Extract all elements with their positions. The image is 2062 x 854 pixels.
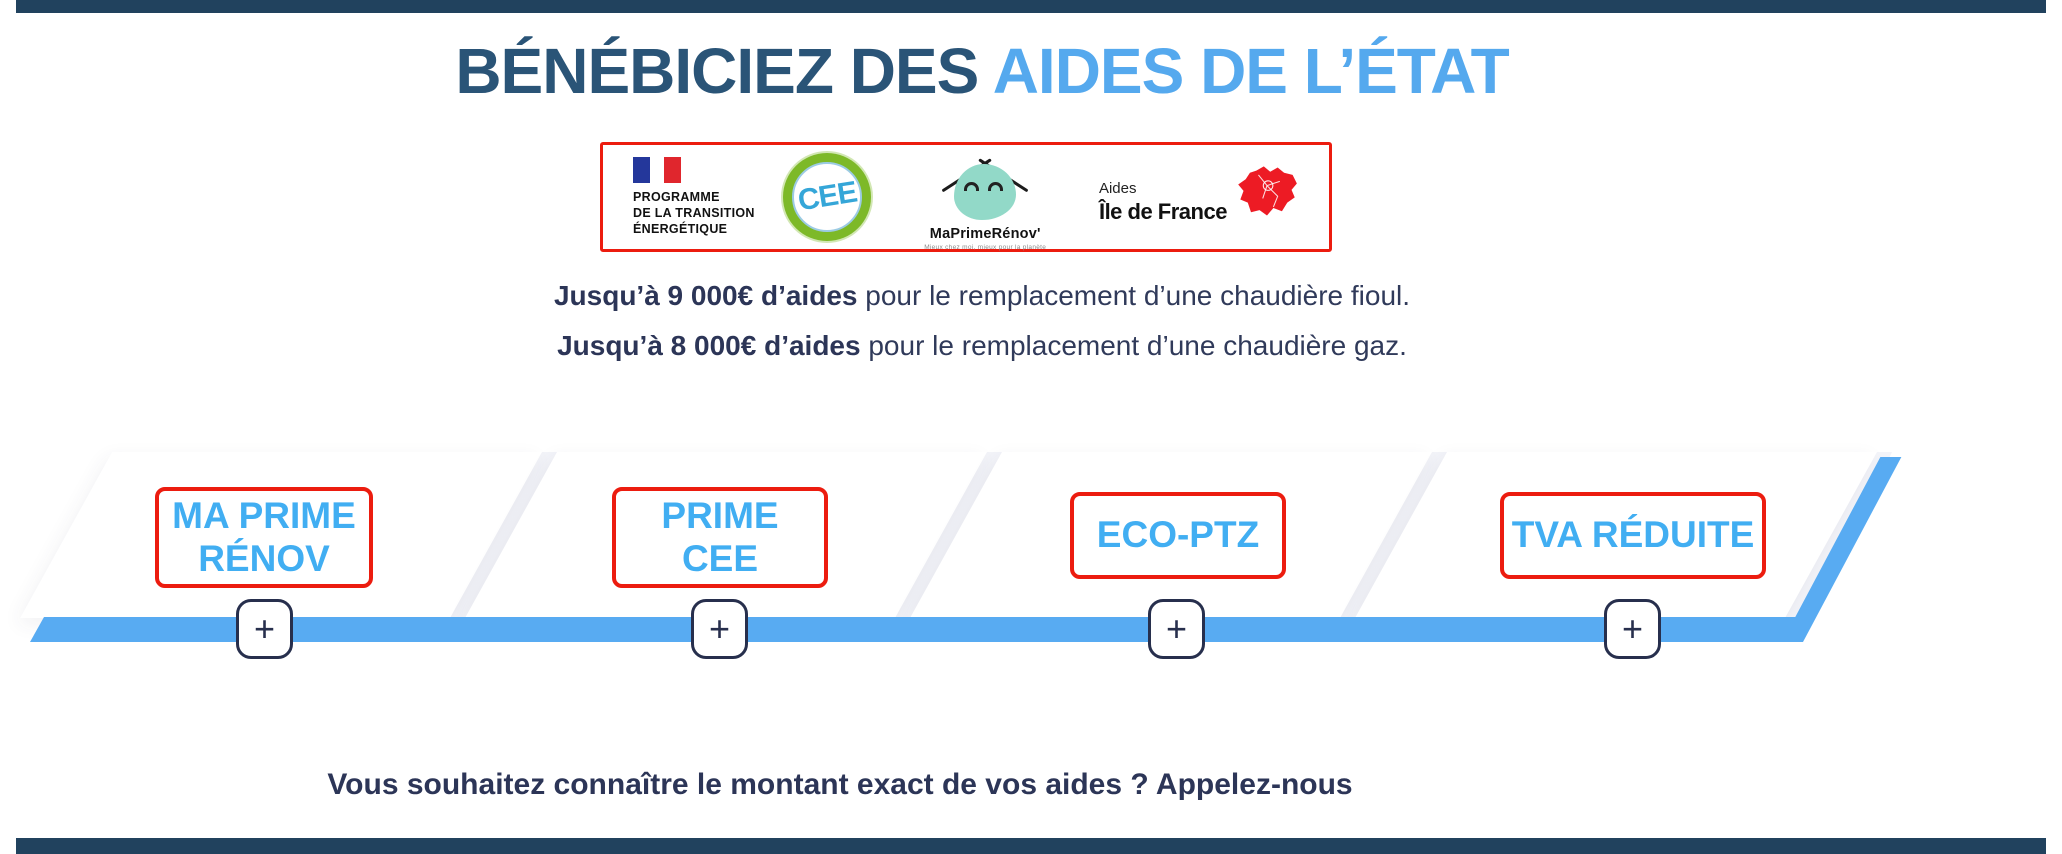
idf-aides-label: Aides bbox=[1098, 180, 1137, 197]
plus-icon: + bbox=[253, 608, 276, 649]
expand-button-ma-prime-renov[interactable]: + bbox=[236, 599, 293, 659]
mpr-tagline: Mieux chez moi, mieux pour la planète bbox=[924, 243, 1047, 251]
partner-logos-strip: PROGRAMME DE LA TRANSITION ÉNERGÉTIQUE C… bbox=[600, 142, 1332, 252]
idf-region-label: Île de France bbox=[1098, 199, 1228, 224]
top-divider-bar bbox=[16, 0, 2046, 13]
page-title-dark-part: BÉNÉBICIEZ DES bbox=[455, 35, 993, 107]
aid-card-ma-prime-renov[interactable]: MA PRIME RÉNOV bbox=[155, 487, 373, 588]
idf-map-icon bbox=[1238, 166, 1297, 216]
intro-line-gaz-amount: Jusqu’à 8 000€ d’aides bbox=[557, 330, 861, 361]
intro-line-fioul: Jusqu’à 9 000€ d’aides pour le remplacem… bbox=[0, 280, 1964, 312]
expand-button-prime-cee[interactable]: + bbox=[691, 599, 748, 659]
mpr-name: MaPrimeRénov' bbox=[929, 225, 1041, 242]
aid-card-tva-reduite[interactable]: TVA RÉDUITE bbox=[1500, 492, 1766, 579]
bottom-divider-bar bbox=[16, 838, 2046, 854]
timeline-bar bbox=[30, 617, 1802, 642]
aid-card-eco-ptz[interactable]: ECO-PTZ bbox=[1070, 492, 1286, 579]
programme-label: PROGRAMME DE LA TRANSITION ÉNERGÉTIQUE bbox=[633, 189, 755, 237]
french-flag-icon bbox=[633, 156, 755, 183]
intro-line-gaz-rest: pour le remplacement d’une chaudière gaz… bbox=[860, 330, 1407, 361]
page-title: BÉNÉBICIEZ DES AIDES DE L’ÉTAT bbox=[0, 34, 1964, 108]
expand-button-tva-reduite[interactable]: + bbox=[1604, 599, 1661, 659]
logo-programme-transition-energetique: PROGRAMME DE LA TRANSITION ÉNERGÉTIQUE bbox=[633, 156, 755, 238]
page-title-light-part: AIDES DE L’ÉTAT bbox=[992, 35, 1510, 107]
logo-aides-ile-de-france: Aides Île de France bbox=[1099, 163, 1299, 231]
intro-line-fioul-rest: pour le remplacement d’une chaudière fio… bbox=[857, 280, 1411, 311]
aid-card-prime-cee[interactable]: PRIME CEE bbox=[612, 487, 828, 588]
expand-button-eco-ptz[interactable]: + bbox=[1148, 599, 1205, 659]
intro-line-gaz: Jusqu’à 8 000€ d’aides pour le remplacem… bbox=[0, 330, 1964, 362]
cee-label: CEE bbox=[795, 175, 859, 218]
contact-cta-text: Vous souhaitez connaître le montant exac… bbox=[327, 768, 1353, 801]
logo-maprimerenov: MaPrimeRénov' Mieux chez moi, mieux pour… bbox=[900, 144, 1070, 251]
mpr-mascot-icon bbox=[954, 163, 1017, 220]
plus-icon: + bbox=[708, 608, 731, 649]
plus-icon: + bbox=[1621, 608, 1644, 649]
intro-line-fioul-amount: Jusqu’à 9 000€ d’aides bbox=[553, 280, 858, 311]
plus-icon: + bbox=[1165, 608, 1188, 649]
cee-badge-icon: CEE bbox=[783, 153, 872, 241]
